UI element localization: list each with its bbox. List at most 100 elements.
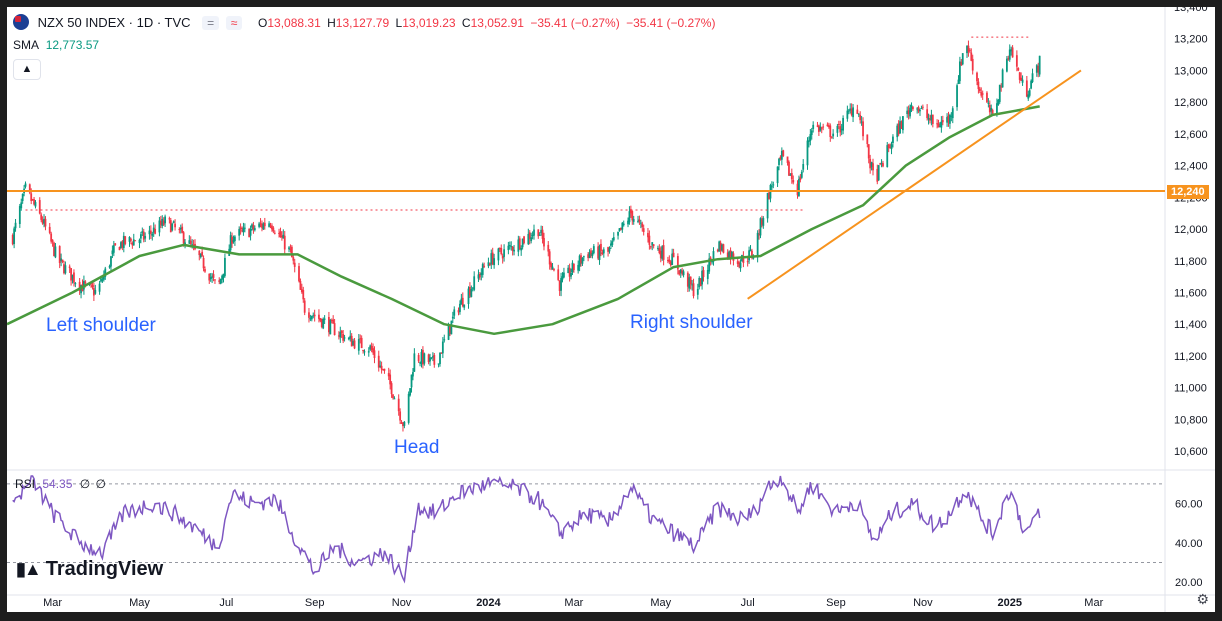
candle-body	[558, 280, 561, 291]
candle-body	[779, 156, 782, 159]
candle	[453, 306, 456, 320]
candle	[909, 104, 911, 119]
chart-canvas[interactable]: 10,600 10,800 11,000 11,200 11,400 11,600 11,8…	[7, 7, 1215, 612]
candle-body	[124, 236, 127, 245]
candle	[14, 218, 17, 232]
candle-body	[241, 230, 243, 232]
candle	[239, 223, 242, 235]
candle-body	[469, 286, 471, 296]
candle-body	[592, 246, 595, 254]
candle	[359, 334, 362, 344]
candle-body	[158, 220, 161, 233]
candle	[621, 221, 624, 233]
candle	[926, 104, 929, 121]
equals-pill[interactable]: =	[202, 16, 220, 30]
candle	[738, 260, 741, 269]
candle-body	[691, 284, 694, 286]
candle-body	[947, 115, 950, 122]
candle-body	[847, 110, 850, 112]
candle-body	[728, 251, 731, 260]
candle	[977, 78, 980, 94]
candle	[450, 320, 453, 335]
candle	[880, 159, 883, 168]
chart-frame: 10,600 10,800 11,000 11,200 11,400 11,600 11,8…	[7, 7, 1215, 612]
gear-icon[interactable]: ⚙	[1196, 591, 1209, 607]
candle	[433, 352, 436, 368]
candle-body	[782, 150, 785, 156]
candle	[181, 223, 184, 234]
wave-pill[interactable]: ≈	[225, 16, 243, 30]
candle-body	[31, 199, 34, 201]
candle-body	[1037, 66, 1040, 73]
candle	[477, 269, 480, 283]
candle-body	[281, 235, 283, 238]
candle-body	[232, 240, 235, 242]
candle-body	[201, 251, 204, 256]
candle-body	[172, 221, 175, 223]
candle-body	[389, 374, 392, 385]
candle	[580, 252, 582, 267]
candle	[302, 286, 305, 303]
candle	[233, 235, 236, 246]
candle	[927, 113, 930, 125]
candle-body	[214, 279, 216, 281]
candle	[910, 102, 913, 113]
candle	[568, 263, 571, 282]
candle-body	[1030, 80, 1033, 89]
candle-body	[1010, 49, 1013, 52]
chevron-up-icon[interactable]: ▲	[13, 59, 41, 80]
candle-body	[870, 162, 873, 167]
candle-body	[722, 244, 725, 253]
candle-body	[836, 125, 839, 133]
candle	[540, 225, 543, 236]
candle-body	[980, 92, 983, 96]
candle	[41, 216, 44, 225]
candle	[1015, 50, 1018, 72]
candle-body	[453, 309, 456, 316]
candle-body	[820, 127, 823, 129]
candle	[98, 280, 101, 295]
candle-body	[149, 230, 152, 234]
head-label: Head	[394, 437, 440, 458]
candle	[300, 283, 303, 294]
candle-body	[340, 330, 343, 334]
candle-body	[383, 368, 386, 371]
candle	[94, 284, 97, 295]
candle-body	[132, 239, 135, 246]
candle	[24, 181, 27, 189]
candle-body	[627, 220, 629, 225]
candle	[758, 229, 760, 240]
candle-body	[312, 315, 315, 317]
candle-body	[829, 125, 832, 138]
candle-body	[837, 124, 840, 126]
candle	[582, 255, 585, 262]
candle-body	[799, 177, 802, 180]
candle-body	[547, 244, 550, 252]
candle-body	[308, 312, 310, 318]
candle-body	[946, 117, 948, 123]
candle	[1028, 88, 1031, 98]
candle	[149, 225, 152, 240]
candle	[558, 280, 561, 296]
candle-body	[917, 107, 920, 112]
candle-body	[238, 229, 241, 236]
rsi-tick-label: 60.00	[1175, 499, 1203, 511]
candle	[343, 334, 346, 342]
candle	[788, 160, 790, 176]
candle	[869, 154, 872, 174]
candle	[1005, 56, 1008, 73]
candle	[353, 338, 356, 350]
candle-body	[699, 278, 702, 287]
candle	[919, 108, 921, 116]
candle-body	[832, 133, 835, 137]
candle-body	[353, 340, 356, 349]
candle-body	[28, 184, 31, 193]
candle	[309, 314, 312, 322]
candles-layer	[11, 40, 1041, 432]
candle-body	[409, 388, 411, 396]
candle-body	[34, 202, 37, 207]
candle-body	[328, 316, 330, 333]
candle	[789, 173, 792, 176]
candle-body	[293, 262, 296, 267]
candle-body	[817, 125, 820, 132]
